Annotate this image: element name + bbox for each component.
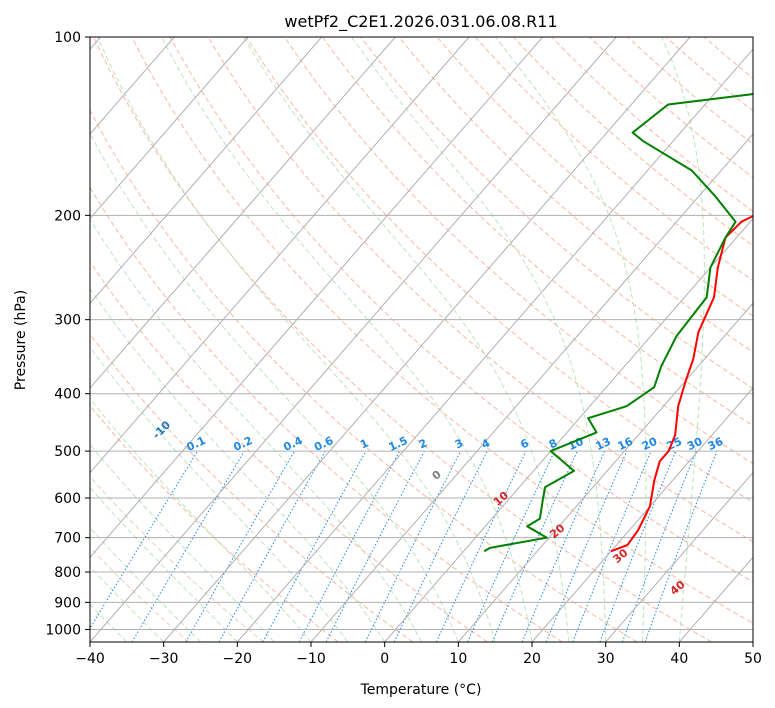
dry-adiabat-line xyxy=(169,37,753,583)
mixing-ratio-line xyxy=(621,450,697,642)
y-tick-label: 600 xyxy=(54,491,81,507)
dry-adiabat-line xyxy=(513,37,753,247)
plot-frame xyxy=(89,36,754,643)
mixing-ratio-label: 13 xyxy=(594,435,613,453)
dry-adiabat-line xyxy=(131,37,753,624)
dry-adiabat-line xyxy=(436,37,753,317)
background-lines xyxy=(90,37,753,642)
sounding-traces xyxy=(483,92,753,553)
y-tick-label: 400 xyxy=(54,387,81,403)
isotherm-line xyxy=(90,37,396,389)
mixing-ratio-line xyxy=(364,450,462,642)
dry-adiabat-line xyxy=(90,260,488,642)
mixing-ratio-line xyxy=(325,450,425,642)
isotherm-line xyxy=(310,133,753,642)
mixing-ratio-line xyxy=(218,450,326,642)
dry-adiabat-line xyxy=(245,37,753,503)
isotherm-line xyxy=(163,37,691,642)
x-tick-label: −20 xyxy=(223,651,253,667)
dry-adiabat-line xyxy=(398,37,753,353)
moist-adiabat-line xyxy=(90,218,422,642)
y-tick-label: 900 xyxy=(54,595,81,611)
x-tick-label: 30 xyxy=(597,651,615,667)
x-tick-label: −40 xyxy=(75,651,105,667)
y-tick-label: 100 xyxy=(54,30,81,46)
axis-ticks: −40 −30 −20 −10 0 10 20 30 40 50 100 200 300 400 500 60… xyxy=(45,30,762,667)
isotherm-line xyxy=(90,37,249,220)
x-tick-label: 50 xyxy=(744,651,762,667)
moist-adiabat-line xyxy=(494,37,647,642)
x-tick-label: 20 xyxy=(523,651,541,667)
moist-adiabat-line xyxy=(243,37,570,642)
mixing-ratio-label: 16 xyxy=(616,435,636,453)
isotherm-line xyxy=(90,37,544,559)
x-tick-label: −10 xyxy=(296,651,326,667)
moist-adiabat-line xyxy=(90,527,201,642)
dry-adiabat-line xyxy=(207,37,753,543)
mixing-ratio-label: 20 xyxy=(640,435,660,453)
x-tick-label: 40 xyxy=(670,651,688,667)
dry-adiabat-line xyxy=(90,186,563,642)
moist-adiabat-line xyxy=(661,37,705,642)
dry-adiabat-line xyxy=(322,37,753,427)
isotherm-line xyxy=(236,48,753,642)
dry-adiabat-line xyxy=(589,37,753,179)
mixing-ratio-label: 30 xyxy=(685,435,705,453)
mixing-ratio-line xyxy=(599,450,677,642)
chart-title: wetPf2_C2E1.2026.031.06.08.R11 xyxy=(284,12,557,32)
x-axis-label: Temperature (°C) xyxy=(360,682,482,698)
mixing-ratio-line xyxy=(90,450,199,630)
isotherm-line xyxy=(384,217,753,642)
moist-adiabat-line xyxy=(351,37,607,642)
isotherm-line xyxy=(457,302,753,642)
moist-adiabat-line xyxy=(97,37,496,642)
dry-adiabat-line xyxy=(93,37,712,642)
mixing-ratio-line xyxy=(572,450,652,642)
y-tick-label: 500 xyxy=(54,444,81,460)
isotherm-line xyxy=(531,387,753,642)
y-axis-label: Pressure (hPa) xyxy=(13,290,29,390)
moist-adiabat-line xyxy=(90,486,238,642)
moist-adiabat-line xyxy=(161,37,533,642)
isotherm-line xyxy=(90,37,617,642)
mixing-ratio-line xyxy=(545,450,628,642)
y-tick-label: 200 xyxy=(54,208,81,224)
dry-adiabat-line xyxy=(90,333,414,642)
mixing-ratio-line xyxy=(435,450,527,642)
isotherm-line xyxy=(90,37,470,474)
moist-adiabat-line xyxy=(90,287,386,642)
mixing-ratio-line xyxy=(185,450,295,642)
dewpoint-line xyxy=(483,92,753,553)
isotherm-line xyxy=(605,471,753,642)
x-tick-label: 0 xyxy=(380,651,389,667)
mixing-ratio-line xyxy=(393,450,488,642)
moist-adiabat-line xyxy=(90,565,165,642)
y-tick-label: 700 xyxy=(54,531,81,547)
mixing-ratio-label: 36 xyxy=(706,435,726,453)
temperature-line xyxy=(610,214,753,553)
dry-adiabat-line xyxy=(90,109,638,642)
y-tick-label: 800 xyxy=(54,565,81,581)
x-tick-label: 10 xyxy=(449,651,467,667)
mixing-ratio-line xyxy=(298,450,401,642)
mixing-ratio-line xyxy=(644,450,718,642)
y-tick-label: 300 xyxy=(54,313,81,329)
y-tick-label: 1000 xyxy=(45,622,81,638)
mixing-ratio-line xyxy=(262,450,367,642)
moist-adiabat-line xyxy=(90,443,275,642)
x-tick-label: −30 xyxy=(149,651,179,667)
isotherm-line xyxy=(90,37,323,305)
